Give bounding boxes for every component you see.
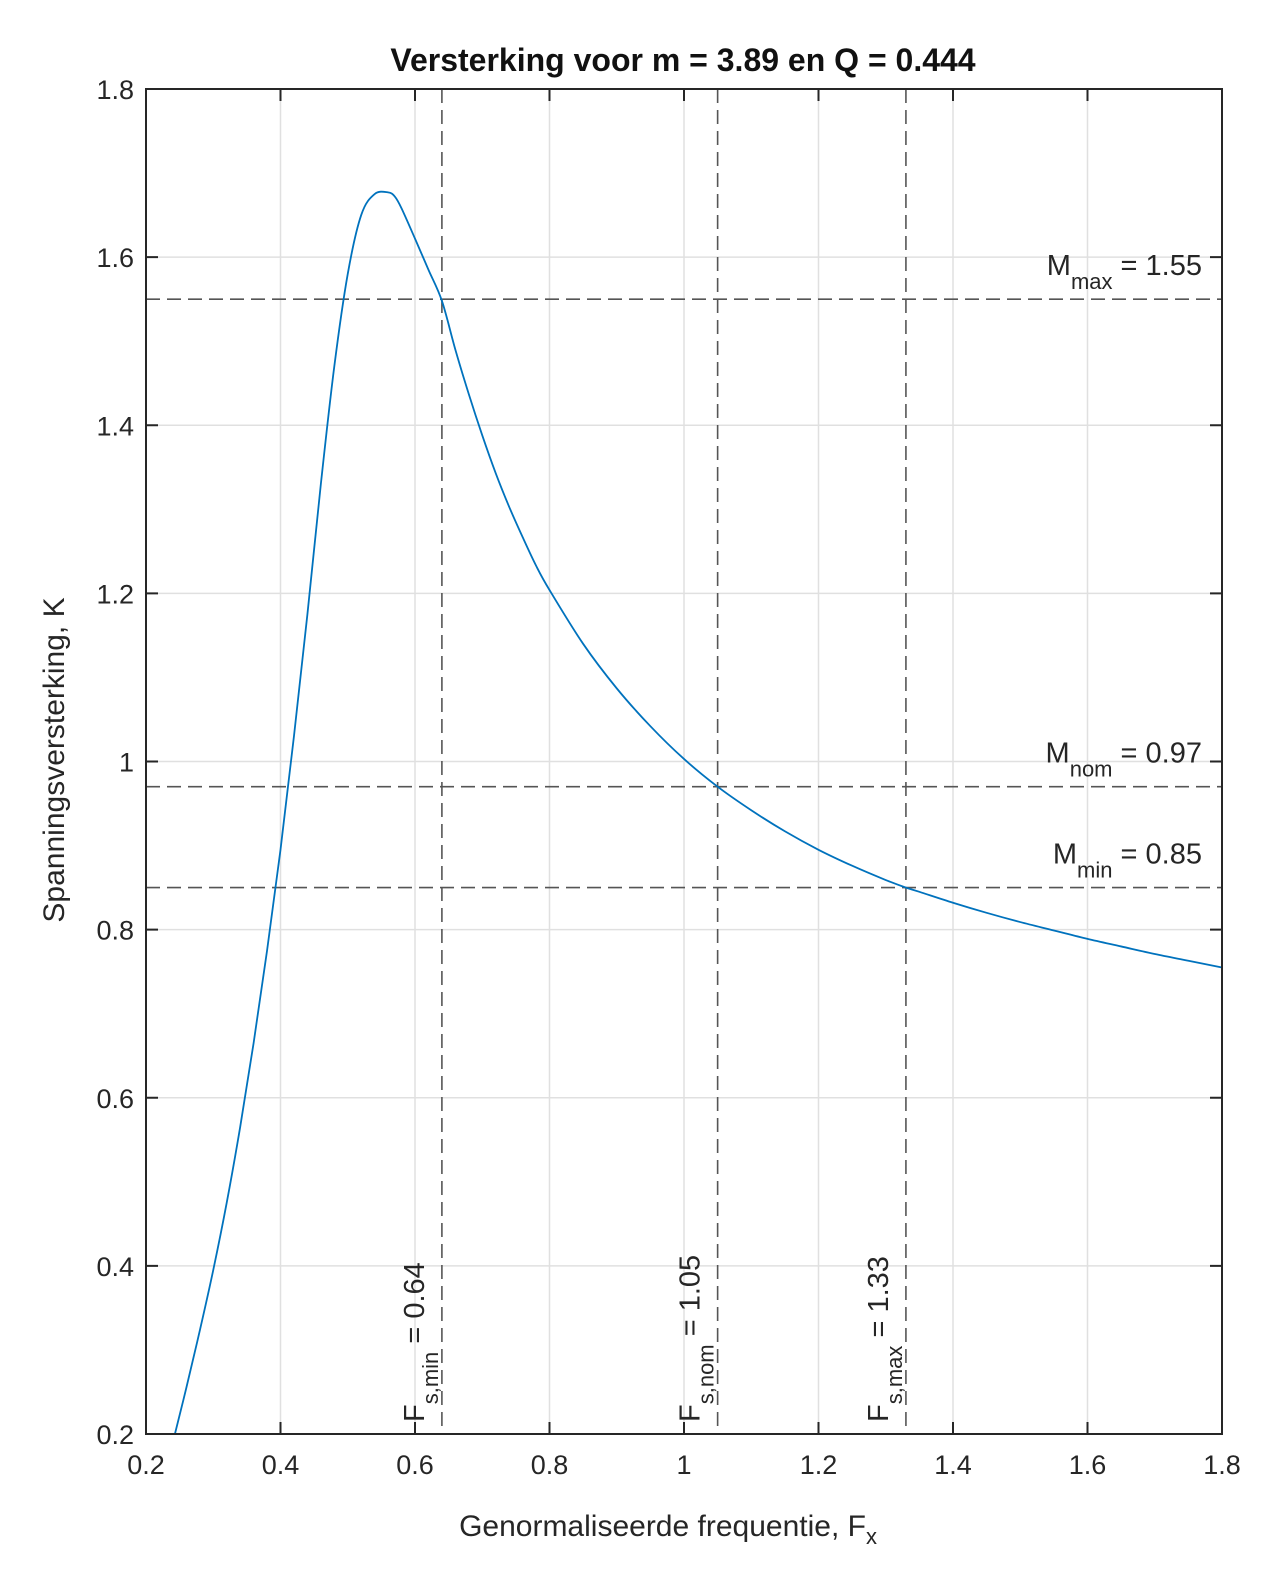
y-tick-label: 1.8 xyxy=(96,75,134,105)
series-line-0 xyxy=(174,190,1223,1435)
chart-title: Versterking voor m = 3.89 en Q = 0.444 xyxy=(390,42,975,78)
vline-label-s-max: Fs,max = 1.33 xyxy=(863,1256,907,1422)
vline-label-s-min: Fs,min = 0.64 xyxy=(399,1262,443,1422)
x-tick-label: 1.8 xyxy=(1203,1450,1241,1480)
y-tick-label: 1 xyxy=(119,748,134,778)
hline-label-min: Mmin = 0.85 xyxy=(1053,839,1202,883)
y-tick-label: 1.6 xyxy=(96,243,134,273)
grid xyxy=(146,89,1222,1434)
x-axis-label-main: Genormaliseerde frequentie, F xyxy=(459,1510,866,1543)
x-tick-label: 0.4 xyxy=(262,1450,300,1480)
y-tick-label: 0.4 xyxy=(96,1252,134,1282)
y-tick-label: 1.2 xyxy=(96,579,134,609)
reference-lines xyxy=(146,89,1222,1434)
y-tick-label: 0.6 xyxy=(96,1084,134,1114)
x-tick-label: 0.6 xyxy=(396,1450,434,1480)
x-tick-label: 0.8 xyxy=(531,1450,569,1480)
annotations: Mmax = 1.55 Mnom = 0.97 Mmin = 0.85 Fs,min … xyxy=(399,250,1202,1422)
y-tick-label: 1.4 xyxy=(96,411,134,441)
hline-label-max: Mmax = 1.55 xyxy=(1047,250,1202,294)
y-tick-label: 0.2 xyxy=(96,1420,134,1450)
x-tick-label: 1.4 xyxy=(934,1450,972,1480)
x-tick-label: 0.2 xyxy=(127,1450,165,1480)
x-axis-label: Genormaliseerde frequentie, Fx xyxy=(459,1510,877,1549)
x-tick-label: 1 xyxy=(676,1450,691,1480)
x-axis-label-sub: x xyxy=(866,1524,877,1549)
curve-layer xyxy=(174,190,1223,1435)
hline-label-nom: Mnom = 0.97 xyxy=(1046,738,1202,782)
x-tick-label: 1.6 xyxy=(1069,1450,1107,1480)
vline-label-s-nom: Fs,nom = 1.05 xyxy=(675,1255,719,1422)
y-tick-label: 0.8 xyxy=(96,916,134,946)
axes: 0.2 0.4 0.6 0.8 1 1.2 1.4 1.6 1.8 0.2 0.4 0.6 0.8 1 1.… xyxy=(96,75,1240,1480)
y-axis-label: Spanningsversterking, K xyxy=(38,597,71,922)
x-tick-label: 1.2 xyxy=(800,1450,838,1480)
